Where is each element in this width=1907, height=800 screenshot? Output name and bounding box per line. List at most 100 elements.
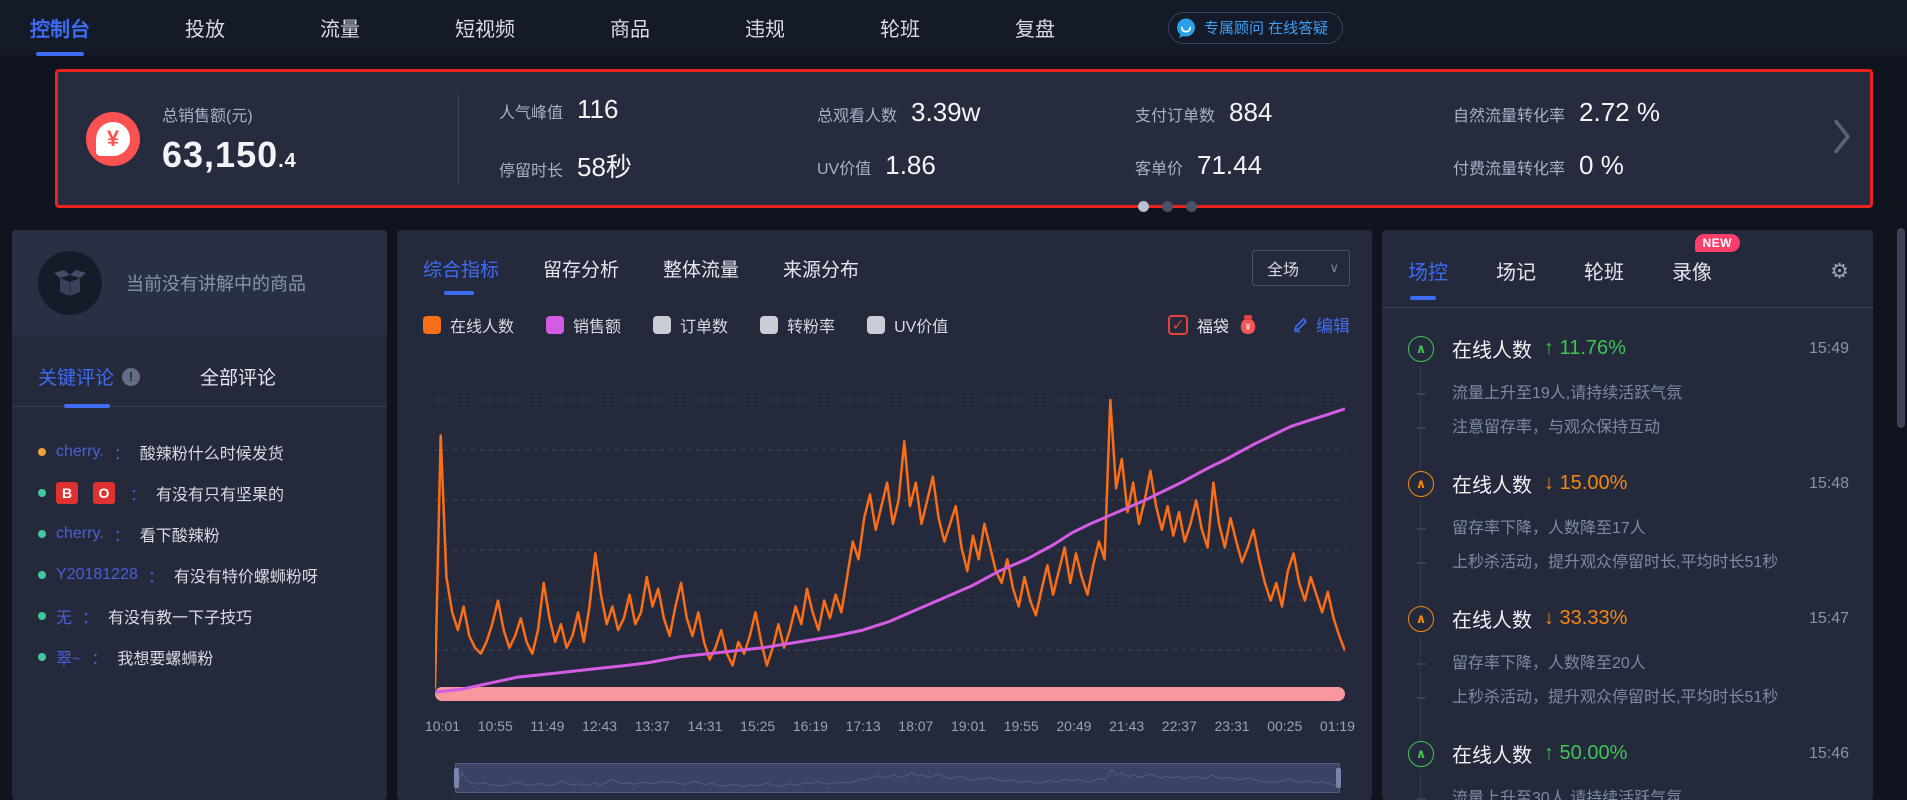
total-sales-label: 总销售额(元) [162,107,253,125]
info-icon[interactable]: ! [122,367,141,386]
comment-tab-1[interactable]: 关键评论! [38,363,141,390]
comment-username[interactable]: 无 [56,609,73,627]
comment-username[interactable]: cherry. [56,524,104,542]
advisor-badge[interactable]: 专属顾问 在线答疑 [1168,11,1344,44]
x-axis-label: 01:19 [1319,718,1355,734]
range-select[interactable]: 全场 ∨ [1252,250,1350,286]
nav-item-4[interactable]: 短视频 [455,19,515,41]
comment-tab-2[interactable]: 全部评论 [200,363,276,390]
chart-tab-4[interactable]: 来源分布 [783,259,860,281]
pagination-dot-1[interactable] [1138,201,1149,212]
event-delta: ↓ 33.33% [1544,607,1628,629]
event-header: 在线人数 ↑ 11.76% 15:49 [1452,334,1849,363]
nav-item-6[interactable]: 违规 [745,19,785,41]
comment-text: 看下酸辣粉 [139,527,220,545]
pagination-dot-2[interactable] [1162,201,1173,212]
nav-item-5[interactable]: 商品 [610,19,650,41]
x-axis-label: 15:25 [740,718,776,734]
metric-label: UV价值 [817,160,872,178]
metric: 自然流量转化率 2.72 % [1453,97,1771,128]
comment-row: Y20181228 ： 有没有特价螺蛳粉呀 [38,554,369,595]
live-control-panel: 场控 场记 轮班 录像 NEW ⚙ ∧ 在线人数 ↑ 11.76% 15:49 流量上升至19人… [1382,230,1873,800]
comment-bullet [38,447,46,456]
total-sales-block: ¥ 总销售额(元) 63,150.4 [58,102,458,176]
event-tip: 流量上升至30人,请持续活跃气氛 [1417,782,1849,800]
comment-bullet [38,488,46,497]
nav-item-3[interactable]: 流量 [320,19,360,41]
stats-bar: ¥ 总销售额(元) 63,150.4 人气峰值 116 停留时长 58秒 总观看人数 3.… [55,69,1873,212]
control-tab-3[interactable]: 轮班 [1584,256,1624,285]
pencil-icon [1294,318,1307,333]
pagination-dot-3[interactable] [1186,201,1197,212]
legend-item[interactable]: UV价值 [867,313,948,337]
comment-username[interactable]: 翠~ [56,650,82,668]
metric-label: 人气峰值 [499,104,564,122]
trend-circle-icon: ∧ [1408,741,1434,767]
advisor-badge-label: 专属顾问 在线答疑 [1204,20,1329,37]
event-delta: ↑ 50.00% [1544,742,1628,764]
metric: 支付订单数 884 [1135,97,1453,128]
x-axis-label: 19:55 [1003,718,1039,734]
legend-item[interactable]: 在线人数 [423,313,514,337]
comment-username[interactable]: Y20181228 [56,565,138,583]
legend-item[interactable]: 订单数 [653,313,728,337]
event-item: ∧ 在线人数 ↓ 15.00% 15:48 留存率下降，人数降至17人 上秒杀活动，提升观… [1408,469,1849,610]
nav-item-2[interactable]: 投放 [185,19,225,41]
x-axis-label: 10:55 [477,718,513,734]
fudai-label: 福袋 [1196,318,1229,336]
chart-tab-1[interactable]: 综合指标 [423,255,499,295]
metric-value: 884 [1229,96,1273,127]
chart-legend: 在线人数 销售额 订单数 转粉率 UV价值 [423,313,1168,337]
x-axis-label: 00:25 [1267,718,1303,734]
chart-tab-3[interactable]: 整体流量 [663,259,740,281]
comments-list: cherry. ： 酸辣粉什么时候发货 B O ： 有没有只有坚果的 cherry. ： 看下酸辣… [12,407,387,677]
event-title: 在线人数 [1452,340,1532,362]
comment-separator: ： [91,650,108,668]
nav-item-7[interactable]: 轮班 [880,19,920,41]
x-axis-label: 21:43 [1109,718,1145,734]
comment-username[interactable]: cherry. [56,442,104,460]
fudai-checkbox[interactable]: ✓ [1167,314,1188,335]
x-axis-label: 22:37 [1161,718,1197,734]
x-axis-label: 14:31 [687,718,723,734]
event-header: 在线人数 ↓ 15.00% 15:48 [1452,469,1849,498]
comment-row: B O ： 有没有只有坚果的 [38,472,369,513]
control-tab-2[interactable]: 场记 [1496,256,1536,285]
chevron-down-icon: ∨ [1329,260,1339,275]
edit-button[interactable]: 编辑 [1292,312,1350,337]
trend-circle-icon: ∧ [1408,336,1434,362]
brush-handle-left[interactable] [454,768,459,788]
stats-column-2: 总观看人数 3.39w UV价值 1.86 [817,94,1135,184]
chart-datazoom-brush[interactable] [454,763,1341,793]
nav-item-8[interactable]: 复盘 [1015,19,1055,41]
legend-item[interactable]: 转粉率 [760,313,835,337]
comment-tabs-underline [12,404,387,408]
metric-value: 2.72 % [1579,96,1660,127]
brush-handle-right[interactable] [1336,768,1341,788]
fudai-toggle[interactable]: ✓ 福袋 ¥ [1167,313,1258,337]
control-tab-label: 录像 [1672,262,1712,284]
legend-label: 销售额 [573,318,622,336]
stats-next-button[interactable] [1832,117,1852,160]
legend-label: 在线人数 [450,318,515,336]
control-tab-1[interactable]: 场控 [1408,256,1448,300]
current-product-card: 当前没有讲解中的商品 [12,230,387,335]
event-tips: 留存率下降，人数降至20人 上秒杀活动，提升观众停留时长,平均时长51秒 [1417,647,1849,715]
control-tab-label: 轮班 [1584,262,1624,284]
chart-tab-2[interactable]: 留存分析 [543,259,620,281]
gear-icon[interactable]: ⚙ [1830,258,1849,283]
event-title: 在线人数 [1452,610,1532,632]
main-chart[interactable] [433,390,1347,710]
control-tab-4[interactable]: 录像 NEW [1672,234,1740,285]
control-tab-label: 场记 [1496,262,1536,284]
page-scrollbar[interactable] [1897,228,1905,428]
event-item: ∧ 在线人数 ↑ 50.00% 15:46 流量上升至30人,请持续活跃气氛 [1408,739,1849,800]
comment-badge: B [56,481,78,504]
comment-separator: ： [82,609,99,627]
x-axis-label: 23:31 [1214,718,1250,734]
nav-item-1[interactable]: 控制台 [30,13,90,56]
legend-item[interactable]: 销售额 [546,313,621,337]
range-select-value: 全场 [1267,262,1300,279]
metric-value: 58秒 [577,151,632,182]
comment-tab-label: 全部评论 [200,368,277,389]
